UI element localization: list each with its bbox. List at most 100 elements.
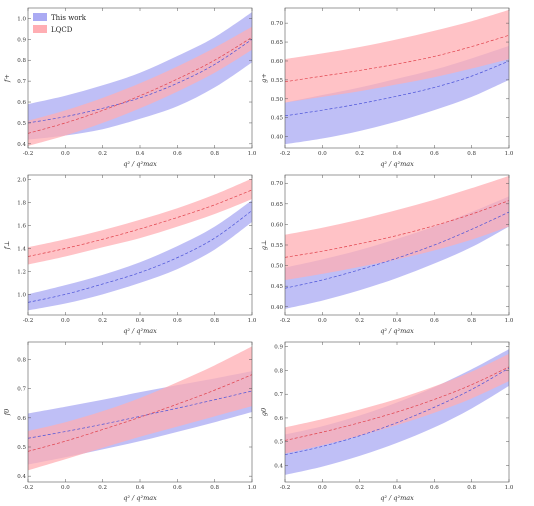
- y-tick-label: 0.45: [271, 116, 284, 122]
- y-tick-label: 0.55: [271, 78, 284, 84]
- legend-label-lqcd: LQCD: [51, 26, 73, 34]
- x-tick-label: 0.6: [173, 318, 182, 324]
- y-tick-label: 0.50: [271, 264, 284, 270]
- y-tick-label: 0.7: [274, 392, 283, 398]
- y-tick-label: 1.8: [17, 201, 26, 207]
- y-axis-label: f+: [3, 74, 11, 83]
- x-tick-label: -0.2: [23, 318, 34, 324]
- panel-g-plus: -0.2 0.0 0.2 0.4 0.6 0.8 1.0 0.40 0.45 0.50 0.55 0.…: [260, 7, 514, 168]
- x-tick-label: 0.0: [318, 485, 327, 491]
- y-tick-label: 0.4: [17, 474, 26, 480]
- central-line-this-work: [28, 39, 252, 124]
- x-tick-label: 1.0: [505, 151, 514, 157]
- legend-swatch-this-work: [33, 13, 47, 21]
- y-axis-label: f0: [3, 409, 11, 417]
- y-tick-label: 1.0: [17, 292, 26, 298]
- y-tick-label: 1.2: [17, 269, 26, 275]
- y-tick-label: 0.60: [271, 59, 284, 65]
- x-tick-label: 0.0: [318, 151, 327, 157]
- x-tick-label: 0.4: [136, 151, 145, 157]
- y-axis-label: g+: [260, 73, 268, 83]
- y-tick-label: 0.55: [271, 243, 284, 249]
- band-lqcd: [28, 178, 252, 265]
- x-tick-label: 1.0: [248, 318, 257, 324]
- x-tick-label: 1.0: [505, 318, 514, 324]
- central-line-lqcd: [285, 34, 509, 83]
- x-tick-label: 0.2: [98, 485, 107, 491]
- x-tick-label: -0.2: [280, 318, 291, 324]
- y-tick-label: 0.5: [17, 121, 26, 127]
- x-tick-label: 0.2: [355, 318, 364, 324]
- x-tick-label: 0.2: [355, 485, 364, 491]
- x-tick-label: 0.4: [393, 318, 402, 324]
- x-tick-label: 0.0: [61, 318, 70, 324]
- panel-f-plus: -0.2 0.0 0.2 0.4 0.6 0.8 1.0 0.4 0.5 0.6 0.7 0.8 0.9…: [3, 7, 257, 168]
- central-line-this-work: [28, 390, 252, 439]
- y-tick-label: 0.5: [17, 445, 26, 451]
- central-line-this-work: [285, 367, 509, 456]
- x-tick-label: 0.4: [393, 151, 402, 157]
- x-tick-label: 0.2: [355, 151, 364, 157]
- x-tick-label: 1.0: [248, 151, 257, 157]
- y-axis-label: f⊥: [3, 241, 11, 251]
- x-tick-label: 0.8: [467, 151, 476, 157]
- band-lqcd: [285, 175, 509, 280]
- y-tick-label: 0.4: [274, 463, 283, 469]
- y-tick-label: 0.7: [17, 387, 26, 393]
- panel-f-perp: -0.2 0.0 0.2 0.4 0.6 0.8 1.0 1.0 1.2 1.4 1.6 1.8 2.0…: [3, 174, 257, 335]
- x-tick-label: 0.0: [61, 485, 70, 491]
- y-tick-label: 0.8: [17, 58, 26, 64]
- x-tick-label: 0.2: [98, 151, 107, 157]
- y-tick-label: 0.6: [274, 416, 283, 422]
- y-tick-label: 0.4: [17, 142, 26, 148]
- x-tick-label: -0.2: [23, 485, 34, 491]
- x-tick-label: -0.2: [280, 151, 291, 157]
- y-tick-label: 1.6: [17, 223, 26, 229]
- x-tick-label: 0.8: [210, 318, 219, 324]
- x-tick-label: 1.0: [505, 485, 514, 491]
- band-lqcd: [285, 9, 509, 103]
- legend-label-this-work: This work: [51, 14, 87, 22]
- y-tick-label: 0.50: [271, 97, 284, 103]
- central-line-lqcd: [285, 366, 509, 441]
- central-line-this-work: [285, 60, 509, 117]
- y-tick-label: 0.70: [271, 181, 284, 187]
- x-tick-label: 0.2: [98, 318, 107, 324]
- x-tick-label: 0.6: [430, 485, 439, 491]
- x-tick-label: 0.8: [210, 151, 219, 157]
- central-line-this-work: [28, 210, 252, 303]
- central-line-lqcd: [28, 36, 252, 134]
- y-tick-label: 0.6: [17, 416, 26, 422]
- y-tick-label: 0.65: [271, 202, 284, 208]
- x-tick-label: 0.8: [210, 485, 219, 491]
- x-tick-label: 0.4: [393, 485, 402, 491]
- y-tick-label: 0.70: [271, 21, 284, 27]
- panel-g-perp: -0.2 0.0 0.2 0.4 0.6 0.8 1.0 0.40 0.45 0.50 0.55 0.…: [260, 174, 514, 335]
- central-line-lqcd: [28, 374, 252, 452]
- panel-f-zero: -0.2 0.0 0.2 0.4 0.6 0.8 1.0 0.4 0.5 0.6 0.7 0.8 q² …: [3, 341, 257, 502]
- x-tick-label: 0.6: [430, 151, 439, 157]
- panel-g-zero: -0.2 0.0 0.2 0.4 0.6 0.8 1.0 0.4 0.5 0.6 0.7 0.8 0.9…: [260, 341, 514, 502]
- y-tick-label: 0.9: [17, 37, 26, 43]
- x-axis-label: q² / q²max: [380, 160, 414, 168]
- x-tick-label: 1.0: [248, 485, 257, 491]
- x-tick-label: 0.4: [136, 318, 145, 324]
- x-tick-label: 0.0: [318, 318, 327, 324]
- y-tick-label: 0.5: [274, 440, 283, 446]
- central-line-this-work: [285, 211, 509, 289]
- y-tick-label: 0.60: [271, 222, 284, 228]
- x-tick-label: -0.2: [23, 151, 34, 157]
- band-lqcd: [28, 26, 252, 146]
- y-axis-label: g⊥: [260, 240, 268, 250]
- x-tick-label: 0.0: [61, 151, 70, 157]
- x-tick-label: 0.6: [430, 318, 439, 324]
- x-tick-label: 0.4: [136, 485, 145, 491]
- y-tick-label: 1.4: [17, 246, 26, 252]
- x-axis-label: q² / q²max: [380, 494, 414, 502]
- central-line-lqcd: [28, 189, 252, 257]
- x-axis-label: q² / q²max: [123, 160, 157, 168]
- y-tick-label: 0.40: [271, 305, 284, 311]
- y-tick-label: 0.45: [271, 284, 284, 290]
- x-tick-label: 0.6: [173, 151, 182, 157]
